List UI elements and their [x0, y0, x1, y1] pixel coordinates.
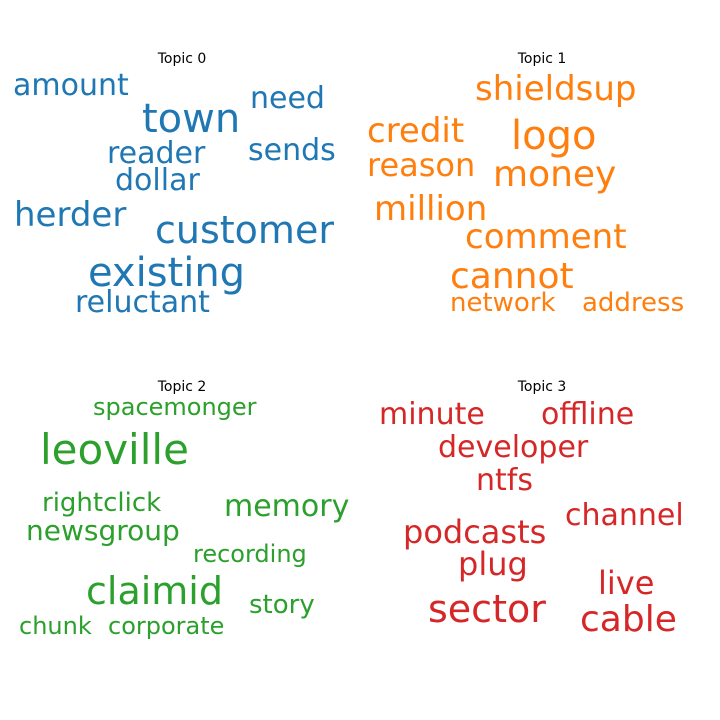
topic-1-word: network — [450, 288, 556, 318]
topic-0-word: customer — [155, 208, 334, 252]
topic-3-panel: Topic 3 minute offline developer ntfs ch… — [372, 380, 712, 700]
topic-2-word: recording — [193, 540, 307, 568]
topic-0-word: sends — [248, 133, 336, 168]
topic-2-word: rightclick — [42, 488, 162, 518]
topic-1-word: comment — [465, 217, 627, 257]
topic-0-word: town — [142, 96, 241, 142]
topic-2-word: story — [249, 590, 315, 620]
topic-1-word: money — [493, 154, 617, 195]
topic-3-word: sector — [428, 587, 546, 631]
topic-0-word: existing — [88, 250, 246, 296]
topic-3-word: developer — [438, 430, 589, 465]
topic-3-word: ntfs — [476, 463, 533, 498]
topic-2-word: chunk — [19, 612, 92, 640]
topic-0-word: reluctant — [75, 285, 210, 320]
topic-0-word: herder — [14, 195, 127, 235]
topic-1-title: Topic 1 — [517, 51, 567, 67]
topic-2-word: leoville — [40, 425, 189, 474]
topic-1-word: shieldsup — [475, 69, 637, 109]
topic-3-title: Topic 3 — [517, 379, 567, 395]
topic-0-word: need — [250, 81, 325, 116]
topic-2-word: newsgroup — [26, 514, 180, 547]
topic-3-word: offline — [541, 397, 635, 432]
topic-1-word: address — [582, 288, 685, 318]
topic-1-word: credit — [367, 111, 465, 151]
topic-3-word: channel — [565, 498, 684, 533]
topic-3-word: podcasts — [403, 513, 547, 551]
topic-1-word: logo — [511, 113, 597, 159]
topic-3-word: cable — [580, 599, 677, 640]
topic-2-word: memory — [224, 489, 350, 524]
topic-0-word: dollar — [115, 163, 200, 198]
topic-2-title: Topic 2 — [157, 379, 207, 395]
topic-3-word: minute — [379, 397, 485, 432]
topic-1-word: cannot — [450, 256, 574, 297]
topic-0-word: amount — [13, 68, 129, 103]
topic-3-word: live — [598, 564, 655, 602]
topic-2-word: spacemonger — [93, 393, 257, 421]
topic-2-panel: Topic 2 spacemonger leoville rightclick … — [12, 380, 352, 700]
topic-0-title: Topic 0 — [157, 51, 207, 67]
topic-0-word: reader — [107, 136, 206, 171]
topic-2-word: claimid — [86, 569, 223, 613]
topic-1-word: million — [374, 189, 488, 229]
topic-1-word: reason — [367, 146, 476, 184]
topic-2-word: corporate — [108, 612, 225, 640]
topic-3-word: plug — [458, 545, 528, 583]
topic-0-panel: Topic 0 amount need town sends reader do… — [12, 52, 352, 372]
topic-1-panel: Topic 1 shieldsup credit logo reason mon… — [367, 51, 712, 372]
